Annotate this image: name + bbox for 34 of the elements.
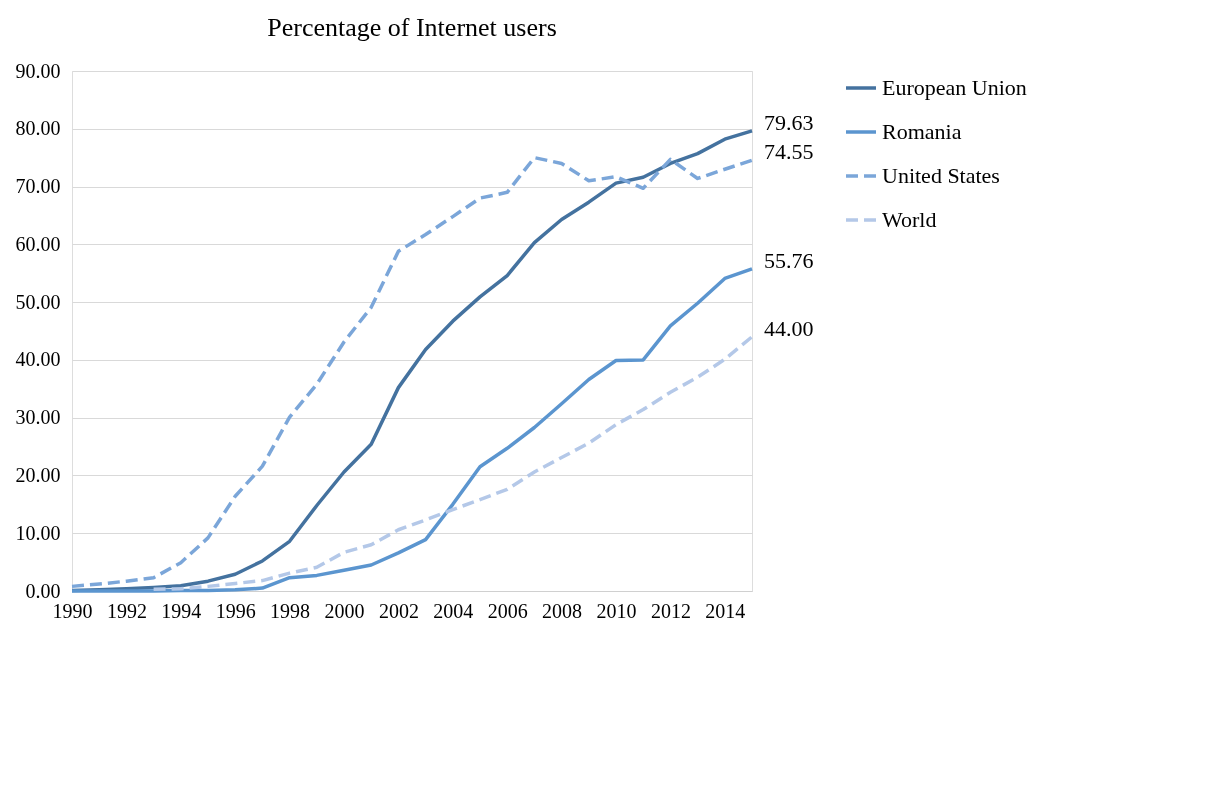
legend-label: World	[882, 207, 937, 232]
x-tick-label: 1996	[215, 599, 256, 622]
x-tick-label: 1994	[161, 599, 202, 622]
y-tick-label: 40.00	[15, 348, 61, 371]
x-tick-label: 1992	[106, 599, 147, 622]
y-tick-label: 80.00	[15, 117, 61, 140]
x-tick-label: 2010	[596, 599, 637, 622]
x-tick-label: 2002	[378, 599, 419, 622]
x-tick-label: 2014	[705, 599, 746, 622]
y-tick-label: 10.00	[15, 521, 61, 544]
data-label: 74.55	[764, 139, 814, 165]
y-tick-label: 50.00	[15, 290, 61, 313]
x-tick-label: 1990	[52, 599, 93, 622]
data-label: 55.76	[764, 247, 814, 273]
line-series	[70, 267, 754, 593]
data-label: 79.63	[764, 109, 814, 135]
x-tick-label: 2004	[433, 599, 474, 622]
data-label: 44.00	[764, 315, 814, 341]
y-tick-label: 60.00	[15, 232, 61, 255]
legend-label: European Union	[882, 75, 1027, 100]
y-tick-label: 20.00	[15, 463, 61, 486]
y-tick-label: 0.00	[25, 579, 61, 602]
y-tick-label: 30.00	[15, 406, 61, 429]
y-tick-label: 70.00	[15, 175, 61, 198]
y-tick-label: 90.00	[15, 59, 61, 82]
legend-label: United States	[882, 163, 1000, 188]
x-tick-label: 2012	[650, 599, 691, 622]
x-tick-label: 1998	[270, 599, 311, 622]
legend-label: Romania	[882, 119, 962, 144]
line-series	[151, 335, 754, 592]
x-tick-label: 2006	[487, 599, 528, 622]
x-tick-label: 2008	[542, 599, 583, 622]
x-tick-label: 2000	[324, 599, 365, 622]
chart-title: Percentage of Internet users	[267, 13, 557, 42]
